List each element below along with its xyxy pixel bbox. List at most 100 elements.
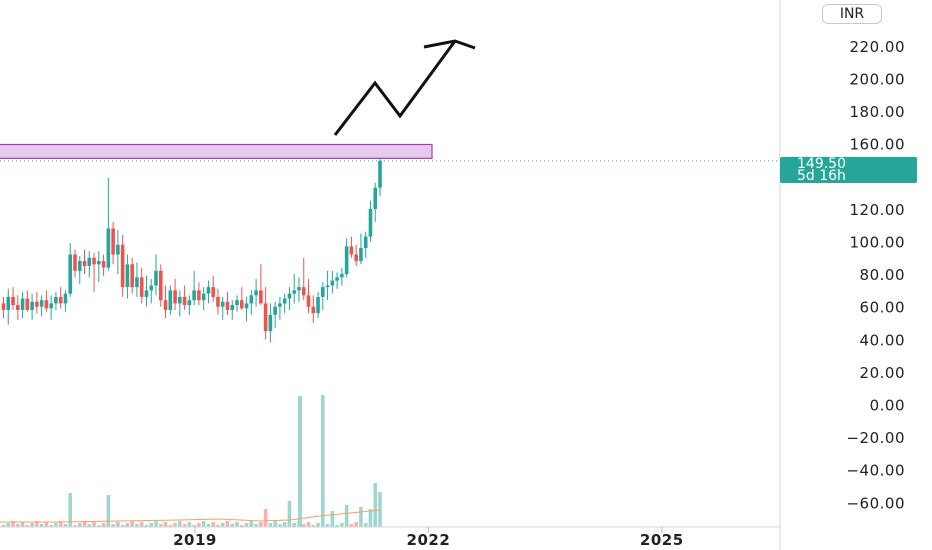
volume-bar <box>225 521 230 527</box>
volume-bar <box>254 524 258 527</box>
volume-bar <box>87 524 92 527</box>
volume-bar <box>30 523 34 527</box>
volume-bar <box>368 509 373 527</box>
volume-bar <box>282 522 287 527</box>
volume-bar <box>235 522 239 527</box>
candle-body <box>125 264 130 288</box>
candle-body <box>68 254 73 294</box>
candle-body <box>154 270 158 286</box>
volume-bar <box>201 521 206 527</box>
volume-bar <box>49 525 53 527</box>
price-tick-label: 120.00 <box>850 201 906 219</box>
candle-body <box>187 300 192 306</box>
volume-bar <box>101 523 106 527</box>
volume-bar <box>6 523 11 527</box>
volume-bar <box>306 522 311 527</box>
candle-body <box>101 261 106 268</box>
volume-bar <box>354 522 358 527</box>
candle-body <box>363 236 368 249</box>
candle-body <box>6 296 11 310</box>
volume-bar <box>335 525 339 527</box>
time-axis[interactable]: 2019 2022 2025 <box>173 527 684 549</box>
volume-bar <box>97 525 101 527</box>
volume-bar <box>359 507 363 527</box>
volume-bar <box>116 522 120 527</box>
candle-body <box>254 290 258 296</box>
price-axis[interactable]: 220.00 200.00 180.00 160.00 120.00 100.00 80.0… <box>846 38 905 512</box>
volume-bar <box>149 523 154 527</box>
volume-bar <box>273 521 277 527</box>
projection-path[interactable] <box>333 40 457 136</box>
volume-bar <box>173 523 177 527</box>
candle-body <box>297 287 301 291</box>
candle-body <box>244 303 249 309</box>
candle-body <box>321 287 325 297</box>
candle-body <box>77 261 82 271</box>
candle-body <box>325 285 330 288</box>
volume-bar <box>287 501 292 527</box>
volume-bar <box>263 509 268 527</box>
candle-body <box>211 287 215 297</box>
candle-body <box>182 296 187 306</box>
candle-body <box>206 287 211 294</box>
projection-arrowhead <box>423 39 476 50</box>
volume-bar <box>363 523 368 527</box>
volume-bar <box>340 523 344 527</box>
volume-bar <box>11 521 15 527</box>
volume-bar <box>111 524 115 527</box>
volume-bar <box>349 524 354 527</box>
candle-body <box>349 246 354 255</box>
resistance-zone-box[interactable] <box>0 143 433 159</box>
candle-body <box>373 187 378 209</box>
candle-body <box>340 274 344 278</box>
volume-bar <box>373 483 378 527</box>
price-tick-label: 20.00 <box>860 364 905 382</box>
volume-bar <box>216 525 220 527</box>
candle-body <box>39 300 44 307</box>
candle-body <box>168 290 173 310</box>
volume-bar <box>249 521 254 527</box>
price-tick-label: −60.00 <box>846 494 905 512</box>
volume-bar <box>39 524 44 527</box>
currency-badge[interactable]: INR <box>822 4 882 24</box>
volume-bar <box>92 522 96 527</box>
candle-body <box>54 296 58 304</box>
candlesticks <box>1 158 382 343</box>
candle-body <box>63 293 68 304</box>
candle-body <box>15 305 20 310</box>
candle-body <box>116 244 120 255</box>
candle-body <box>368 208 373 237</box>
volume-bar <box>182 524 187 527</box>
volume-bar <box>25 525 30 527</box>
volume-average-line <box>0 509 381 523</box>
candle-body <box>35 301 39 307</box>
candle-body <box>344 246 349 275</box>
volume-bar <box>378 492 382 527</box>
candle-body <box>158 270 163 301</box>
candle-body <box>278 303 282 307</box>
volume-bar <box>1 525 6 527</box>
time-tick-label: 2019 <box>173 531 217 549</box>
price-tick-label: −20.00 <box>846 429 905 447</box>
candle-body <box>25 298 30 310</box>
candle-body <box>173 290 177 304</box>
candle-body <box>235 300 239 306</box>
candle-body <box>225 301 230 310</box>
candle-body <box>49 303 53 309</box>
price-tick-label: 220.00 <box>850 38 906 56</box>
volume-bar <box>54 523 58 527</box>
volume-bar <box>178 521 182 527</box>
candle-body <box>20 298 25 310</box>
candle-body <box>378 160 382 188</box>
volume-bar <box>187 522 192 527</box>
volume-bar <box>120 525 125 527</box>
volume-bar <box>230 524 235 527</box>
volume-bar <box>63 524 68 527</box>
candle-body <box>259 290 263 304</box>
volume-bar <box>154 521 158 527</box>
volume-bar <box>298 396 302 527</box>
resistance-zone <box>0 143 433 159</box>
